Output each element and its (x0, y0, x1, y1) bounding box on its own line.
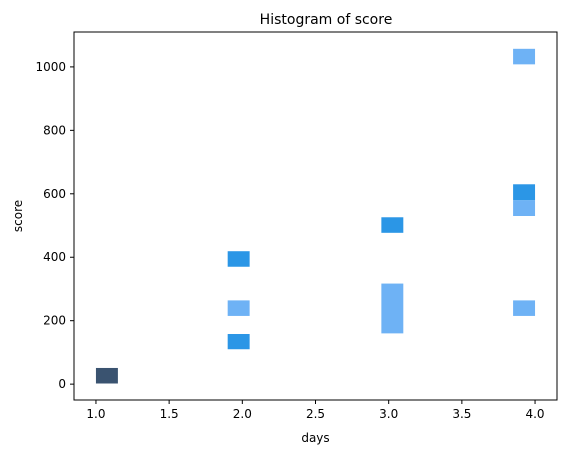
y-tick-label: 0 (58, 377, 66, 391)
x-tick-label: 1.5 (160, 407, 179, 421)
histogram-bin-6 (513, 300, 536, 316)
histogram-bin-3 (227, 251, 250, 267)
y-tick-label: 200 (43, 314, 66, 328)
x-tick-label: 3.5 (452, 407, 471, 421)
x-tick-label: 3.0 (379, 407, 398, 421)
y-tick-label: 600 (43, 187, 66, 201)
y-tick-label: 800 (43, 123, 66, 137)
y-tick-label: 400 (43, 250, 66, 264)
y-axis-ticks: 0 200 400 600 800 1000 (35, 60, 74, 391)
histogram-bin-5 (381, 217, 404, 233)
plot-frame (73, 31, 558, 401)
histogram-bin-7 (513, 200, 536, 216)
histogram-bin-0 (95, 367, 118, 384)
x-tick-label: 1.0 (86, 407, 105, 421)
histogram-bin-8 (513, 184, 536, 201)
x-tick-label: 2.5 (306, 407, 325, 421)
y-axis-label: score (11, 200, 25, 232)
x-tick-label: 4.0 (525, 407, 544, 421)
histogram-bins (95, 48, 536, 384)
x-axis-ticks: 1.0 1.5 2.0 2.5 3.0 3.5 4.0 (86, 400, 545, 421)
x-tick-label: 2.0 (233, 407, 252, 421)
histogram-bin-9 (513, 48, 536, 65)
histogram-bin-2 (227, 300, 250, 316)
y-tick-label: 1000 (35, 60, 66, 74)
histogram-bin-1 (227, 334, 250, 350)
x-axis-label: days (301, 431, 329, 445)
chart-title: Histogram of score (260, 12, 393, 28)
histogram-bin-4 (381, 283, 404, 334)
